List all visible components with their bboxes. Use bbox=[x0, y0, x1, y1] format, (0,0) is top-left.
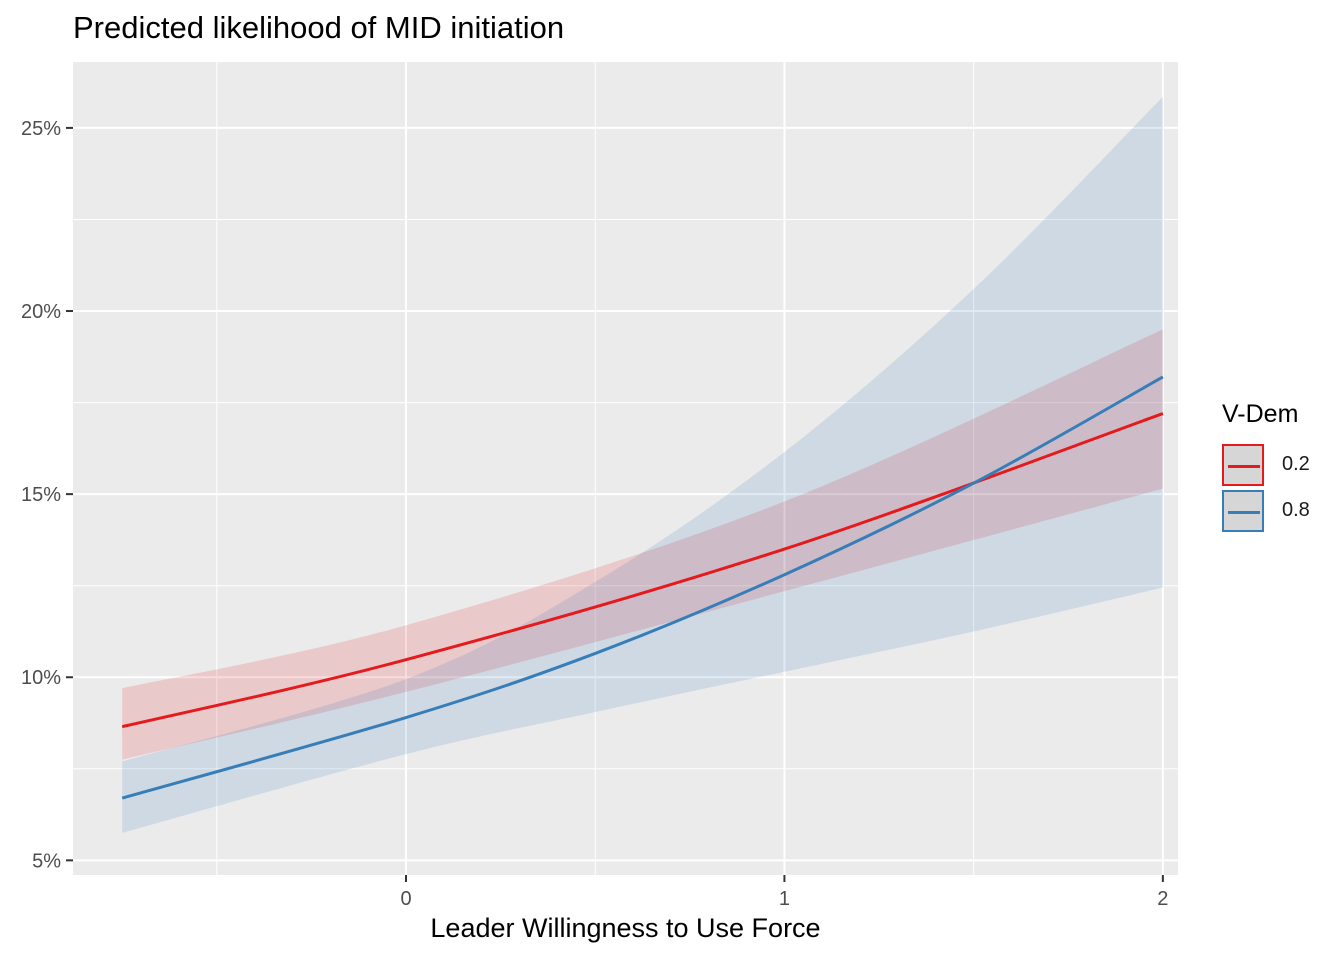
legend-key-0.2 bbox=[1222, 444, 1264, 486]
series-line-0.8 bbox=[121, 375, 1164, 800]
axes: 0 1 25%10%15%20%25% bbox=[21, 118, 1168, 910]
legend-label-0.8: 0.8 bbox=[1282, 499, 1310, 521]
x-tick-label: 2 bbox=[1157, 888, 1168, 910]
y-tick-label: 15% bbox=[21, 484, 61, 506]
chart-title: Predicted likelihood of MID initiation bbox=[73, 10, 565, 45]
x-axis-label: Leader Willingness to Use Force bbox=[430, 913, 821, 943]
legend-key-0.8 bbox=[1222, 490, 1264, 532]
plot-panel bbox=[73, 62, 1178, 875]
x-tick-label: 0 bbox=[400, 888, 411, 910]
y-tick-label: 10% bbox=[21, 667, 61, 689]
legend-label-0.2: 0.2 bbox=[1282, 453, 1310, 475]
legend-title: V-Dem bbox=[1222, 400, 1299, 428]
y-tick-label: 20% bbox=[21, 301, 61, 323]
y-tick-label: 5% bbox=[32, 850, 61, 872]
minor-gridlines bbox=[73, 62, 1178, 875]
major-gridlines bbox=[73, 62, 1178, 875]
series-lines bbox=[121, 375, 1164, 800]
y-tick-label: 25% bbox=[21, 118, 61, 140]
confidence-bands bbox=[122, 96, 1163, 833]
confidence-band-0.2 bbox=[122, 329, 1163, 760]
confidence-band-0.8 bbox=[122, 96, 1163, 833]
x-tick-label: 1 bbox=[779, 888, 790, 910]
series-line-0.2 bbox=[121, 412, 1164, 729]
